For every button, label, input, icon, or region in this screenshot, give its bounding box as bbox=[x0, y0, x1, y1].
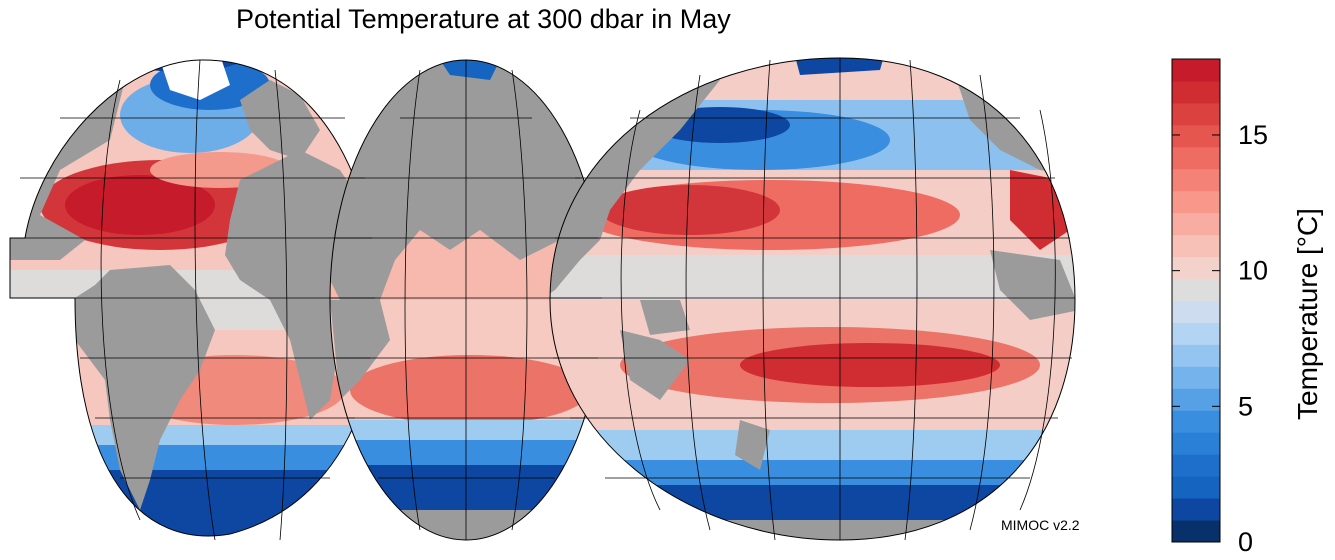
colorbar-segment bbox=[1172, 344, 1220, 367]
colorbar-segment bbox=[1172, 80, 1220, 104]
longitude-lines bbox=[100, 58, 1056, 541]
ocean-temperature-map bbox=[9, 57, 1076, 541]
colorbar-segment bbox=[1172, 234, 1220, 258]
colorbar-segment bbox=[1172, 410, 1220, 433]
source-credit: MIMOC v2.2 bbox=[1001, 517, 1080, 533]
colorbar-segment bbox=[1172, 190, 1220, 214]
colorbar-tick-label: 5 bbox=[1238, 391, 1253, 421]
colorbar-frame bbox=[1171, 58, 1221, 543]
colorbar-segment bbox=[1172, 366, 1220, 389]
colorbar-segment bbox=[1172, 124, 1220, 148]
colorbar-segment bbox=[1172, 59, 1220, 82]
colorbar-segment bbox=[1172, 520, 1220, 543]
colorbar-segment bbox=[1172, 168, 1220, 192]
colorbar-segment bbox=[1172, 498, 1220, 521]
colorbar-segments bbox=[1172, 59, 1220, 543]
colorbar-segment bbox=[1172, 102, 1220, 126]
colorbar-segment bbox=[1172, 432, 1220, 455]
colorbar-tick-label: 15 bbox=[1238, 120, 1268, 150]
colorbar-segment bbox=[1172, 388, 1220, 411]
colorbar-segment bbox=[1172, 454, 1220, 477]
map-title: Potential Temperature at 300 dbar in May bbox=[236, 4, 731, 34]
colorbar-ticks: 0 5 10 15 bbox=[1172, 120, 1268, 555]
colorbar-segment bbox=[1172, 212, 1220, 236]
colorbar-tick-label: 0 bbox=[1238, 527, 1253, 555]
pacific-panel bbox=[550, 58, 1075, 540]
colorbar-segment bbox=[1172, 256, 1220, 280]
colorbar-segment bbox=[1172, 300, 1220, 323]
colorbar-segment bbox=[1172, 322, 1220, 345]
colorbar-tick-label: 10 bbox=[1238, 256, 1268, 286]
colorbar-segment bbox=[1172, 278, 1220, 301]
colorbar-label: Temperature [°C] bbox=[1292, 208, 1323, 420]
colorbar-segment bbox=[1172, 476, 1220, 499]
temperature-colorbar: 0 5 10 15 bbox=[1171, 58, 1268, 555]
colorbar-segment bbox=[1172, 146, 1220, 170]
